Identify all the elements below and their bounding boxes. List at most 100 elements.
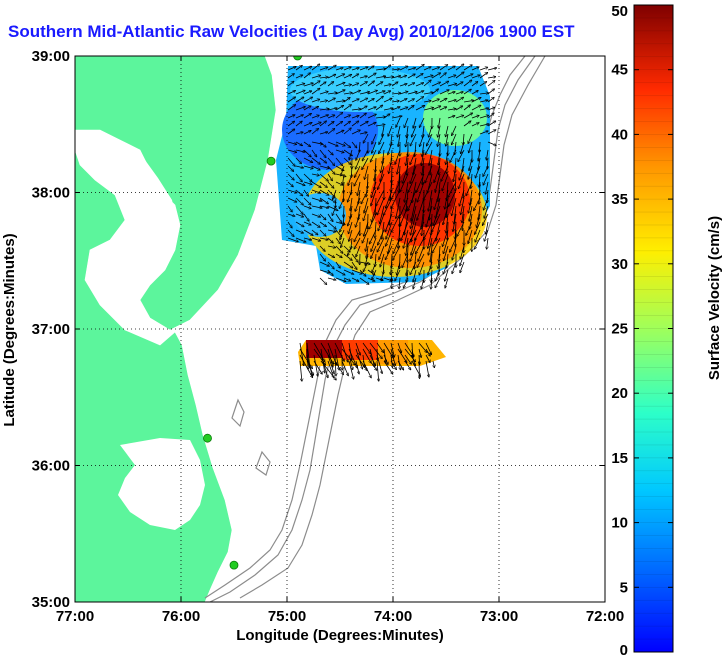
velocity-arrow: [319, 229, 326, 236]
velocity-arrow: [410, 213, 417, 235]
velocity-arrow: [483, 165, 489, 176]
velocity-arrow: [303, 213, 309, 221]
velocity-arrow: [435, 277, 441, 288]
velocity-arrow: [413, 117, 417, 128]
velocity-arrow: [407, 106, 414, 111]
velocity-arrow: [438, 253, 441, 268]
velocity-arrow: [423, 67, 431, 71]
velocity-arrow: [397, 261, 401, 275]
velocity-arrow: [429, 125, 433, 137]
velocity-arrow: [371, 181, 377, 198]
velocity-arrow: [381, 157, 385, 173]
velocity-arrow: [295, 165, 303, 168]
velocity-arrow: [479, 115, 489, 119]
velocity-arrow: [385, 245, 393, 260]
velocity-arrow: [313, 342, 325, 362]
velocity-arrow: [452, 133, 457, 145]
velocity-arrow: [415, 97, 424, 103]
velocity-arrow: [335, 181, 343, 185]
velocity-arrow: [307, 348, 308, 369]
velocity-arrow: [431, 99, 439, 103]
colorbar-tick-label: 0: [620, 642, 628, 659]
velocity-arrow: [428, 229, 433, 248]
velocity-arrow: [406, 237, 409, 255]
velocity-arrow: [450, 237, 457, 252]
velocity-arrow: [299, 348, 312, 369]
velocity-arrow: [295, 90, 305, 95]
velocity-arrow: [462, 205, 465, 223]
velocity-arrow: [295, 65, 302, 71]
velocity-arrow: [423, 92, 433, 94]
velocity-arrow: [319, 173, 328, 181]
velocity-arrow: [343, 128, 351, 135]
velocity-arrow: [425, 165, 433, 183]
velocity-arrow: [375, 221, 376, 238]
velocity-arrow: [395, 269, 401, 281]
velocity-arrow: [378, 213, 385, 231]
velocity-north-cyan: [290, 68, 430, 112]
velocity-arrow: [339, 197, 345, 209]
velocity-arrow: [372, 133, 377, 144]
velocity-arrow: [348, 221, 353, 234]
velocity-arrow: [311, 237, 321, 241]
velocity-arrow: [382, 221, 385, 239]
velocity-arrow: [327, 246, 336, 248]
velocity-arrow: [327, 129, 335, 135]
velocity-arrow: [335, 157, 343, 166]
velocity-arrow: [340, 229, 345, 240]
velocity-arrow: [439, 65, 448, 71]
velocity-arrow: [327, 108, 337, 111]
velocity-arrow: [303, 106, 311, 111]
velocity-arrow: [335, 74, 345, 79]
velocity-arrow: [287, 197, 297, 202]
velocity-arrow: [447, 75, 456, 79]
velocity-arrow: [327, 205, 338, 211]
velocity-arrow: [406, 261, 409, 276]
velocity-arrow: [413, 157, 417, 175]
velocity-arrow: [287, 157, 295, 166]
velocity-arrow: [448, 181, 457, 197]
velocity-arrow: [349, 149, 353, 160]
velocity-arrow: [327, 74, 336, 79]
velocity-arrow: [471, 98, 481, 103]
velocity-arrow: [428, 261, 433, 275]
velocity-arrow: [311, 88, 320, 95]
velocity-arrow: [446, 149, 449, 164]
velocity-arrow: [439, 90, 449, 95]
velocity-arrow: [461, 141, 465, 154]
velocity-arrow: [303, 189, 309, 196]
velocity-arrow: [460, 245, 465, 259]
velocity-arrow: [362, 157, 369, 170]
velocity-arrow: [295, 115, 303, 119]
velocity-arrow: [341, 165, 345, 176]
velocity-arrow: [382, 149, 385, 164]
velocity-arrow: [327, 348, 333, 367]
velocity-arrow: [287, 237, 298, 242]
velocity-arrow: [311, 221, 320, 227]
velocity-arrow: [370, 149, 377, 162]
colorbar-tick-label: 5: [620, 579, 628, 596]
velocity-arrow: [327, 253, 335, 258]
velocity-arrow: [416, 173, 425, 192]
y-axis-title: Latitude (Degrees:Minutes): [1, 233, 18, 426]
velocity-arrow: [349, 229, 353, 241]
velocity-arrow: [383, 65, 391, 71]
velocity-arrow: [303, 221, 311, 225]
velocity-arrow: [351, 277, 359, 281]
velocity-arrow: [431, 82, 440, 87]
velocity-arrow: [463, 100, 474, 102]
velocity-arrow: [483, 197, 489, 210]
velocity-arrow: [354, 165, 361, 177]
velocity-arrow: [406, 133, 409, 147]
velocity-arrow: [351, 269, 362, 274]
velocity-arrow: [287, 129, 295, 135]
velocity-arrow: [484, 205, 489, 218]
velocity-arrow: [351, 130, 360, 135]
velocity-arrow: [402, 165, 409, 183]
velocity-arrow: [397, 360, 404, 370]
velocity-arrow: [311, 149, 317, 157]
velocity-arrow: [319, 245, 325, 251]
velocity-arrow: [359, 113, 366, 119]
velocity-arrow: [351, 261, 357, 269]
velocity-arrow: [437, 133, 441, 146]
